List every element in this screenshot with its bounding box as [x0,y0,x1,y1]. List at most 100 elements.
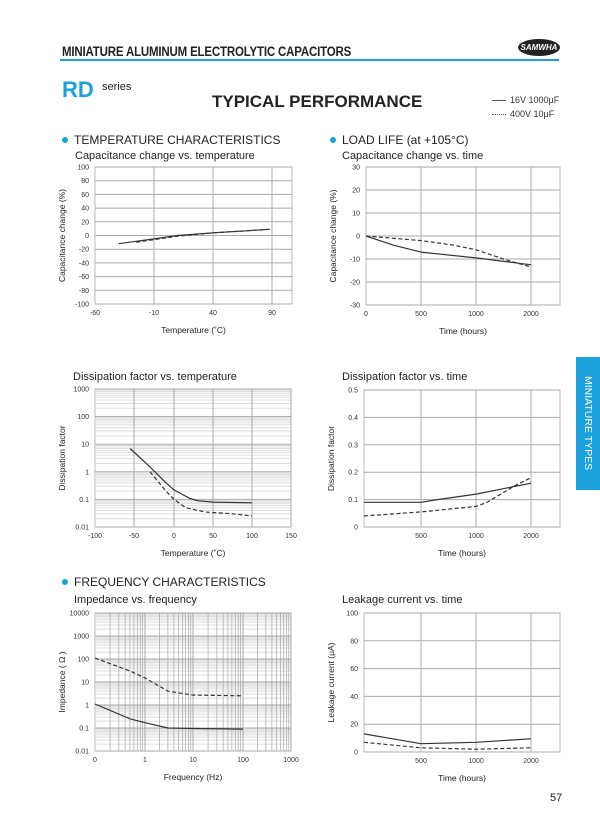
chart-impedance: 0.01 0.1 1 10 100 1000 10000 0 1 10 100 1000 Frequen… [57,611,299,783]
y-tick-label: 0 [354,525,358,532]
plot-area [363,612,561,753]
y-tick-label: 40 [350,694,358,701]
x-tick-label: 1000 [468,311,484,318]
chart-cap-temp: -100 -80 -60 -40 -20 0 20 40 60 80 100 -60 -10 40 90 Te… [57,165,293,335]
y-tick-label: 1000 [73,634,89,641]
series-line-dashed [363,741,532,750]
y-tick-label: -40 [79,260,89,267]
y-tick-label: 0.3 [348,442,358,449]
series-line-dashed [94,657,244,697]
x-tick-label: 0 [364,311,368,318]
x-tick-label: -60 [90,310,100,317]
y-axis-label: Capacitance change (%) [328,189,338,282]
x-tick-label: -50 [129,533,139,540]
series-line-dashed [149,471,253,517]
y-tick-label: 100 [77,657,89,664]
x-tick-label: 1000 [468,758,484,765]
y-tick-label: 0.5 [348,388,358,395]
section-load-life: LOAD LIFE (at +105°C) [330,133,469,147]
x-tick-label: -100 [88,533,102,540]
y-tick-label: 0.1 [79,726,89,733]
legend-item-dashed: 400V 10μF [492,109,554,119]
x-tick-label: 1000 [468,533,484,540]
y-tick-label: 100 [77,414,89,421]
x-tick-label: 2000 [523,533,539,540]
y-tick-label: -20 [350,280,360,287]
x-tick-label: 500 [415,758,427,765]
y-tick-label: 0 [85,233,89,240]
y-tick-label: 0 [354,750,358,757]
y-axis-label: Dissipation factor [326,426,336,491]
solid-line-swatch [492,99,506,101]
x-tick-label: 2000 [523,758,539,765]
y-tick-label: 20 [352,188,360,195]
bullet-icon [62,579,68,585]
legend-label: 16V 1000μF [510,95,560,105]
y-tick-label: 0.4 [348,415,358,422]
chart-df-temp: 0.01 0.1 1 10 100 1000 -100 -50 0 50 100 150 Tempera… [57,387,297,559]
y-axis-label: Capacitance change (%) [57,189,67,282]
series-label: series [102,81,132,93]
section-heading: LOAD LIFE (at +105°C) [342,133,469,147]
chart-title: Dissipation factor vs. temperature [73,371,237,383]
y-tick-label: 100 [346,611,358,618]
page-title: TYPICAL PERFORMANCE [212,92,423,111]
y-axis-label: Impedance ( Ω ) [57,651,67,712]
plot-area [94,388,292,528]
x-tick-label: 500 [415,533,427,540]
series-line-solid [364,482,532,503]
chart-title: Capacitance change vs. time [342,150,484,162]
y-tick-label: -80 [79,288,89,295]
chart-title: Capacitance change vs. temperature [75,150,255,162]
x-tick-label: 50 [209,533,217,540]
y-tick-label: 1 [85,469,89,476]
y-tick-label: -20 [79,247,89,254]
x-tick-label: -10 [149,310,159,317]
x-tick-label: 150 [285,533,297,540]
y-tick-label: 0.01 [75,749,89,756]
x-axis-label: Time (hours) [439,326,487,336]
y-axis-label: Leakage current (μA) [326,642,336,722]
series-line-solid [94,703,244,730]
x-axis-label: Time (hours) [438,773,486,783]
y-tick-label: 1 [85,703,89,710]
section-heading: FREQUENCY CHARACTERISTICS [74,575,266,589]
series-line-dashed [365,235,532,268]
x-tick-label: 500 [415,311,427,318]
brand-logo: SAMWHA [518,39,560,56]
chart-title: Leakage current vs. time [342,594,463,606]
chart-df-time: 0 0.1 0.2 0.3 0.4 0.5 500 1000 2000 Time (hours) D… [326,388,561,558]
x-tick-label: 0 [93,757,97,764]
x-tick-label: 1000 [283,757,299,764]
y-tick-label: 0.01 [75,525,89,532]
page-number: 57 [550,792,563,804]
legend-item-solid: 16V 1000μF [492,95,559,105]
x-tick-label: 2000 [523,311,539,318]
series-line-solid [363,733,532,745]
side-tab-label: MINIATURE TYPES [582,376,594,471]
series-line-solid [365,235,532,266]
y-tick-label: 30 [352,165,360,172]
y-tick-label: 40 [81,206,89,213]
y-tick-label: 0 [356,234,360,241]
header-title: MINIATURE ALUMINUM ELECTROLYTIC CAPACITO… [62,44,352,59]
y-tick-label: 10 [81,680,89,687]
x-tick-label: 100 [246,533,258,540]
y-tick-label: 60 [81,192,89,199]
y-tick-label: 1000 [73,387,89,394]
series-line-dashed [363,477,532,517]
x-axis-label: Frequency (Hz) [164,772,223,782]
y-tick-label: 80 [81,178,89,185]
y-tick-label: 0.1 [79,497,89,504]
x-tick-label: 0 [172,533,176,540]
bullet-icon [62,137,68,143]
legend-label: 400V 10μF [510,109,555,119]
x-axis-label: Temperature (˚C) [161,548,226,558]
y-tick-label: 10 [81,442,89,449]
bullet-icon [330,137,336,143]
section-frequency: FREQUENCY CHARACTERISTICS [62,575,266,589]
series-code: RD [62,77,94,102]
y-tick-label: 20 [81,219,89,226]
